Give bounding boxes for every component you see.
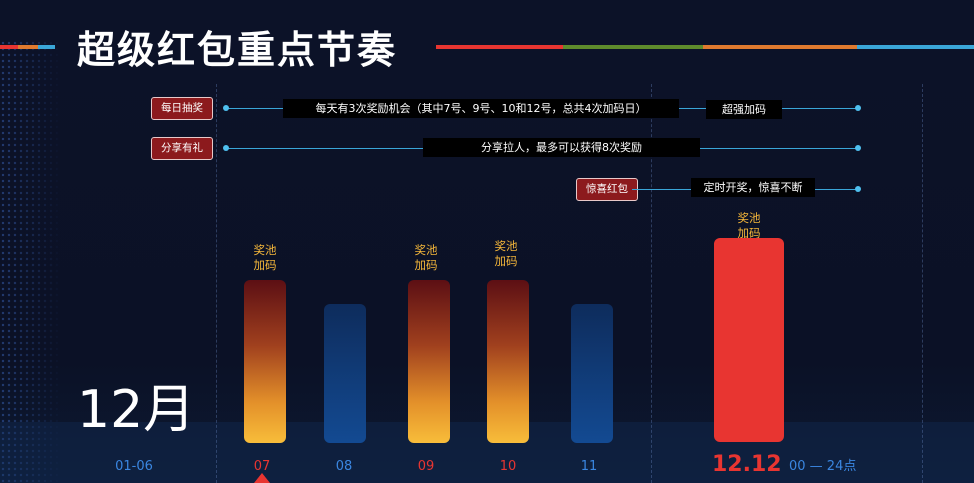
timeline-dot bbox=[855, 145, 861, 151]
tag-surprise-packet: 惊喜红包 bbox=[576, 178, 638, 201]
tag-daily-lottery: 每日抽奖 bbox=[151, 97, 213, 120]
daily-lottery-note: 每天有3次奖励机会（其中7号、9号、10和12号，总共4次加码日） bbox=[283, 99, 679, 118]
pool-label: 奖池 加码 bbox=[737, 211, 761, 240]
timeline-dot bbox=[223, 145, 229, 151]
timeline-dot bbox=[855, 105, 861, 111]
tag-share-gift: 分享有礼 bbox=[151, 137, 213, 160]
pool-label: 奖池 加码 bbox=[253, 243, 277, 272]
bar-07 bbox=[244, 280, 286, 443]
axis-label-10: 10 bbox=[499, 459, 517, 474]
boost-note: 超强加码 bbox=[706, 100, 782, 119]
axis-label-07: 07 bbox=[253, 459, 271, 474]
axis-label-01-06: 01-06 bbox=[115, 459, 153, 474]
timeline-dot bbox=[223, 105, 229, 111]
current-day-marker-icon bbox=[254, 473, 270, 483]
grid-line bbox=[216, 84, 217, 483]
bar-11 bbox=[571, 304, 613, 443]
bar-12-12 bbox=[714, 238, 784, 442]
grid-line bbox=[922, 84, 923, 483]
highlight-date: 12.12 bbox=[712, 452, 782, 477]
share-gift-note: 分享拉人，最多可以获得8次奖励 bbox=[423, 138, 700, 157]
hours-range: 00 — 24点 bbox=[789, 459, 857, 474]
header-strip bbox=[703, 45, 857, 49]
bar-09 bbox=[408, 280, 450, 443]
surprise-packet-note: 定时开奖，惊喜不断 bbox=[691, 178, 815, 197]
pool-label: 奖池 加码 bbox=[494, 239, 518, 268]
header-strip bbox=[436, 45, 563, 49]
grid-line bbox=[651, 84, 652, 483]
month-label: 12月 bbox=[77, 380, 196, 440]
header-strip bbox=[857, 45, 974, 49]
header-strip bbox=[563, 45, 703, 49]
pool-label: 奖池 加码 bbox=[414, 243, 438, 272]
header-strip bbox=[38, 45, 55, 49]
page-title: 超级红包重点节奏 bbox=[77, 28, 398, 72]
bar-10 bbox=[487, 280, 529, 443]
header-strip bbox=[0, 45, 18, 49]
axis-label-09: 09 bbox=[417, 459, 435, 474]
pixel-texture bbox=[0, 40, 62, 483]
header-strip bbox=[18, 45, 38, 49]
axis-label-08: 08 bbox=[335, 459, 353, 474]
axis-label-11: 11 bbox=[580, 459, 598, 474]
bar-08 bbox=[324, 304, 366, 443]
timeline-dot bbox=[855, 186, 861, 192]
